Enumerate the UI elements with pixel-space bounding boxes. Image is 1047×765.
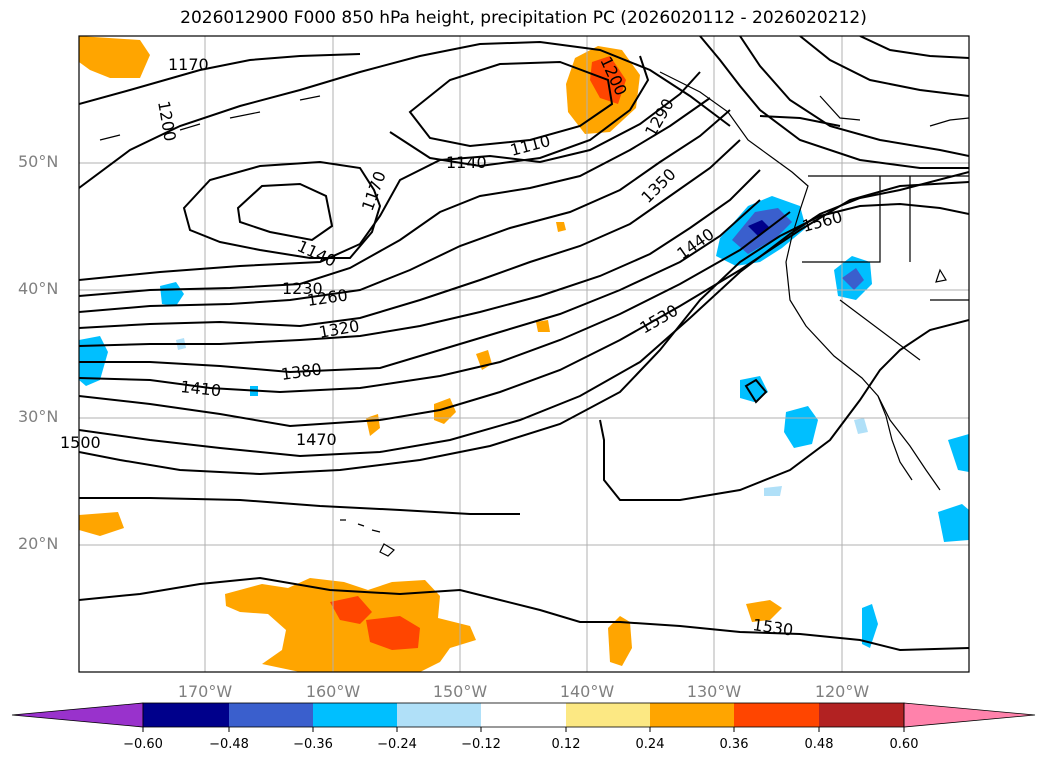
contour-label: 1410	[180, 377, 222, 400]
lon-label: 120°W	[814, 682, 870, 701]
lon-label: 140°W	[559, 682, 615, 701]
colorbar	[11, 702, 1036, 732]
colorbar-tick-label: −0.60	[123, 737, 163, 752]
lat-label: 40°N	[18, 279, 59, 298]
contour-label: 1170	[168, 55, 209, 74]
height-contours	[79, 36, 969, 652]
colorbar-tick-label: 0.36	[719, 737, 749, 752]
colorbar-tick-label: −0.48	[209, 737, 249, 752]
colorbar-tick-label: 0.24	[635, 737, 665, 752]
map-frame	[78, 35, 970, 673]
colorbar-tick-label: 0.60	[889, 737, 919, 752]
lon-label: 170°W	[177, 682, 233, 701]
contour-label: 1140	[446, 153, 487, 172]
contour-label: 1470	[296, 430, 337, 449]
colorbar-tick-label: 0.48	[804, 737, 834, 752]
colorbar-tick-label: −0.24	[377, 737, 417, 752]
lon-label: 150°W	[432, 682, 488, 701]
precip-shading	[79, 36, 969, 672]
lat-label: 50°N	[18, 152, 59, 171]
contour-label: 1230	[282, 279, 323, 298]
lat-label: 30°N	[18, 407, 59, 426]
map-title: 2026012900 F000 850 hPa height, precipit…	[180, 8, 867, 28]
contour-label: 1500	[60, 433, 101, 452]
lon-label: 130°W	[686, 682, 742, 701]
lat-label: 20°N	[18, 534, 59, 553]
colorbar-tick-label: −0.12	[461, 737, 501, 752]
colorbar-tick-label: −0.36	[293, 737, 333, 752]
lon-label: 160°W	[305, 682, 361, 701]
colorbar-tick-label: 0.12	[551, 737, 581, 752]
